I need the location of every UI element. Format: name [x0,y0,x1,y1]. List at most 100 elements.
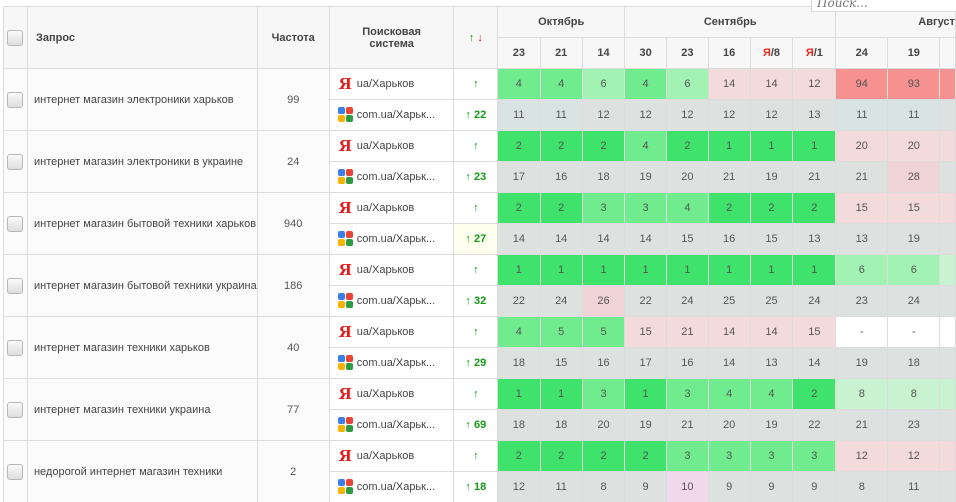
row-checkbox[interactable] [7,153,24,170]
position-cell[interactable]: 17 [624,347,667,379]
position-cell[interactable]: 2 [539,192,583,224]
position-cell[interactable] [939,192,956,224]
position-cell[interactable]: 5 [539,316,583,348]
position-cell[interactable]: 19 [749,161,794,193]
position-cell[interactable]: 12 [887,440,941,472]
day-header[interactable]: Я/8 [749,37,794,69]
position-cell[interactable]: 19 [624,161,667,193]
position-cell[interactable]: 1 [749,130,794,162]
position-cell[interactable]: 20 [707,409,751,441]
position-cell[interactable]: 4 [539,68,583,100]
position-cell[interactable]: 15 [539,347,583,379]
position-cell[interactable]: 8 [887,378,941,410]
position-cell[interactable]: 6 [581,68,626,100]
position-cell[interactable]: 19 [749,409,794,441]
position-cell[interactable]: 13 [792,223,837,255]
column-trend[interactable]: ↑ ↓ [453,6,499,69]
position-cell[interactable]: 1 [665,254,709,286]
google-engine-cell[interactable]: com.ua/Харьк... [328,347,455,379]
position-cell[interactable]: - [887,316,941,348]
position-cell[interactable]: 14 [624,223,667,255]
day-header[interactable] [939,37,956,69]
position-cell[interactable]: 14 [707,347,751,379]
position-cell[interactable] [939,223,956,255]
position-cell[interactable] [939,130,956,162]
position-cell[interactable] [939,68,956,100]
position-cell[interactable] [939,378,956,410]
google-engine-cell[interactable]: com.ua/Харьк... [328,409,455,441]
position-cell[interactable]: 2 [624,440,667,472]
position-cell[interactable]: 21 [665,316,709,348]
position-cell[interactable]: 24 [539,285,583,317]
position-cell[interactable] [939,161,956,193]
position-cell[interactable]: 1 [539,378,583,410]
position-cell[interactable]: 11 [887,99,941,131]
position-cell[interactable]: - [835,316,889,348]
position-cell[interactable]: 2 [792,192,837,224]
position-cell[interactable]: 1 [707,254,751,286]
position-cell[interactable]: 6 [665,68,709,100]
column-query[interactable]: Запрос [26,6,258,69]
position-cell[interactable]: 17 [497,161,541,193]
position-cell[interactable]: 18 [497,347,541,379]
position-cell[interactable]: 16 [581,347,626,379]
row-checkbox[interactable] [7,91,24,108]
position-cell[interactable]: 24 [665,285,709,317]
day-header[interactable]: 16 [707,37,751,69]
query-text[interactable]: интернет магазин электроники харьков [26,68,258,131]
query-text[interactable]: интернет магазин техники харьков [26,316,258,379]
position-cell[interactable]: 19 [887,223,941,255]
position-cell[interactable]: 2 [792,378,837,410]
position-cell[interactable]: 15 [835,192,889,224]
position-cell[interactable]: 9 [749,471,794,502]
position-cell[interactable]: 6 [835,254,889,286]
position-cell[interactable]: 4 [749,378,794,410]
position-cell[interactable]: 5 [581,316,626,348]
position-cell[interactable]: 3 [792,440,837,472]
position-cell[interactable]: 9 [624,471,667,502]
position-cell[interactable]: 22 [624,285,667,317]
position-cell[interactable]: 10 [665,471,709,502]
position-cell[interactable]: 14 [539,223,583,255]
position-cell[interactable]: 1 [749,254,794,286]
position-cell[interactable]: 15 [887,192,941,224]
position-cell[interactable]: 1 [497,254,541,286]
position-cell[interactable]: 16 [539,161,583,193]
day-header[interactable]: 30 [624,37,667,69]
position-cell[interactable]: 11 [539,471,583,502]
day-header[interactable]: 19 [887,37,941,69]
day-header[interactable]: 14 [581,37,626,69]
position-cell[interactable]: 2 [497,192,541,224]
position-cell[interactable]: 15 [749,223,794,255]
position-cell[interactable]: 12 [792,68,837,100]
position-cell[interactable]: 3 [665,440,709,472]
position-cell[interactable] [939,99,956,131]
column-search-engine[interactable]: Поисковая система [328,6,455,69]
position-cell[interactable]: 9 [792,471,837,502]
position-cell[interactable]: 25 [749,285,794,317]
position-cell[interactable]: 14 [749,68,794,100]
position-cell[interactable] [939,285,956,317]
position-cell[interactable] [939,316,956,348]
position-cell[interactable]: 22 [792,409,837,441]
position-cell[interactable]: 11 [835,99,889,131]
day-header[interactable]: Я/1 [792,37,837,69]
position-cell[interactable]: 4 [497,316,541,348]
position-cell[interactable]: 2 [749,192,794,224]
position-cell[interactable]: 18 [887,347,941,379]
position-cell[interactable]: 1 [707,130,751,162]
position-cell[interactable] [939,254,956,286]
position-cell[interactable] [939,471,956,502]
position-cell[interactable]: 3 [665,378,709,410]
position-cell[interactable]: 15 [624,316,667,348]
position-cell[interactable]: 18 [497,409,541,441]
position-cell[interactable]: 13 [792,99,837,131]
position-cell[interactable]: 21 [707,161,751,193]
position-cell[interactable]: 18 [539,409,583,441]
day-header[interactable]: 24 [835,37,889,69]
position-cell[interactable]: 1 [792,254,837,286]
google-engine-cell[interactable]: com.ua/Харьк... [328,223,455,255]
